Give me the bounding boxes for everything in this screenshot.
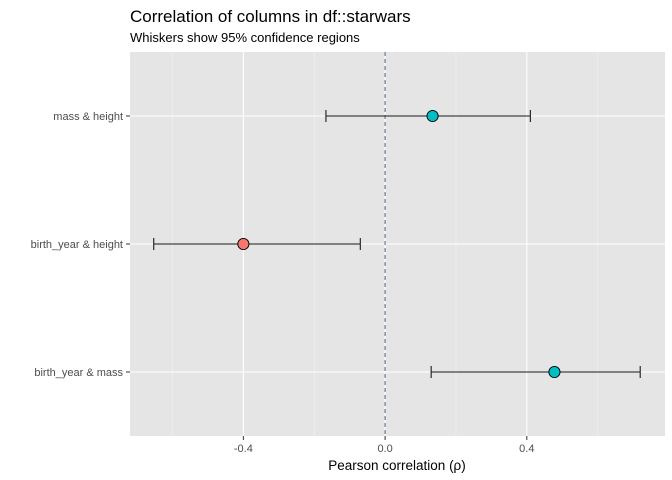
x-tick-label: -0.4 [234, 443, 253, 455]
x-axis-title: Pearson correlation (ρ) [328, 458, 466, 473]
x-tick-label: 0.0 [377, 443, 392, 455]
y-axis: mass & height birth_year & height birth_ye… [31, 111, 130, 379]
estimate-point [426, 109, 439, 123]
data-marks [153, 109, 641, 379]
chart-title: Correlation of columns in df::starwars [130, 7, 411, 26]
y-tick-label: mass & height [53, 111, 123, 123]
estimate-point [548, 365, 561, 379]
estimate-point [237, 237, 250, 251]
chart-subtitle: Whiskers show 95% confidence regions [130, 30, 360, 45]
y-tick-label: birth_year & mass [34, 367, 123, 379]
x-axis: -0.4 0.0 0.4 [234, 436, 534, 455]
y-tick-label: birth_year & height [31, 239, 123, 251]
x-tick-label: 0.4 [519, 443, 534, 455]
